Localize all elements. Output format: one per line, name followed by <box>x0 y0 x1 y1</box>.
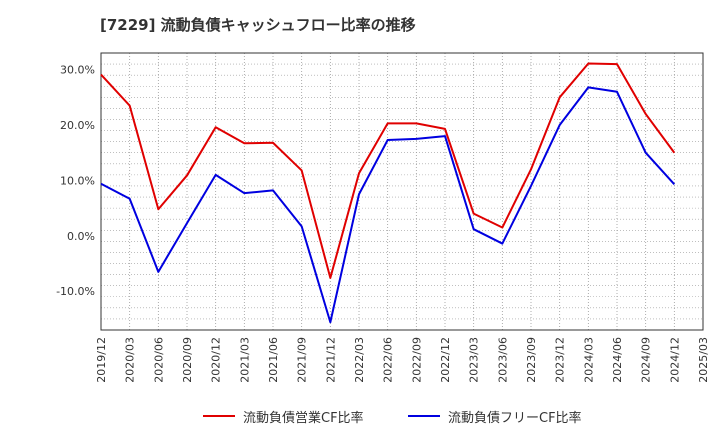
x-axis-tick-labels: 2019/12 2020/03 2020/06 2020/09 2020/12 2021/… <box>95 337 710 383</box>
x-tick-label: 2021/03 <box>238 337 251 383</box>
y-tick-label: -10.0% <box>56 285 95 298</box>
x-tick-label: 2021/06 <box>267 337 280 383</box>
x-tick-label: 2024/12 <box>668 337 681 383</box>
legend-swatch-operating-cf <box>203 415 235 417</box>
legend-label-free-cf: 流動負債フリーCF比率 <box>448 410 582 426</box>
x-tick-label: 2022/06 <box>382 337 395 383</box>
x-tick-label: 2024/03 <box>582 337 595 383</box>
x-tick-label: 2021/09 <box>296 337 309 383</box>
x-tick-label: 2020/06 <box>152 337 165 383</box>
x-tick-label: 2024/09 <box>640 337 653 383</box>
legend-label-operating-cf: 流動負債営業CF比率 <box>243 410 364 426</box>
legend: 流動負債営業CF比率 流動負債フリーCF比率 <box>0 404 720 428</box>
x-tick-label: 2022/03 <box>353 337 366 383</box>
chart-title: [7229] 流動負債キャッシュフロー比率の推移 <box>100 16 416 34</box>
y-tick-label: 10.0% <box>60 174 95 187</box>
x-tick-label: 2019/12 <box>95 337 108 383</box>
x-tick-label: 2023/03 <box>468 337 481 383</box>
x-tick-label: 2021/12 <box>324 337 337 383</box>
legend-swatch-free-cf <box>408 415 440 417</box>
y-tick-label: 30.0% <box>60 64 95 77</box>
y-tick-label: 0.0% <box>67 230 95 243</box>
series-line-operating-cf <box>100 62 676 279</box>
x-tick-label: 2023/09 <box>525 337 538 383</box>
grid-lines <box>100 52 704 331</box>
x-tick-label: 2023/12 <box>554 337 567 383</box>
legend-item-operating-cf: 流動負債営業CF比率 <box>203 404 364 428</box>
x-tick-label: 2023/06 <box>496 337 509 383</box>
plot-frame <box>100 52 704 331</box>
legend-item-free-cf: 流動負債フリーCF比率 <box>408 404 582 428</box>
x-tick-label: 2024/06 <box>611 337 624 383</box>
series-line-free-cf <box>100 86 676 324</box>
y-axis-tick-labels: 30.0% 20.0% 10.0% 0.0% -10.0% <box>56 64 95 299</box>
y-tick-label: 20.0% <box>60 119 95 132</box>
x-tick-label: 2025/03 <box>697 337 710 383</box>
series-lines <box>100 62 676 324</box>
x-tick-label: 2020/03 <box>124 337 137 383</box>
x-tick-label: 2020/12 <box>210 337 223 383</box>
x-tick-label: 2022/09 <box>410 337 423 383</box>
x-tick-label: 2020/09 <box>181 337 194 383</box>
x-tick-label: 2022/12 <box>439 337 452 383</box>
